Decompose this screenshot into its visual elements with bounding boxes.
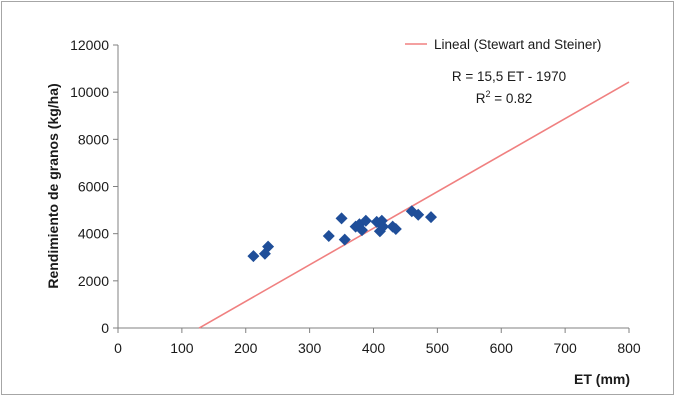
y-axis-title: Rendimiento de granos (kg/ha) (45, 83, 61, 288)
x-tick-label: 200 (234, 340, 258, 356)
equation-annotation: R = 15,5 ET - 1970 (452, 69, 566, 84)
y-tick-label: 10000 (70, 84, 109, 100)
data-point (338, 233, 351, 246)
r2-superscript: 2 (486, 89, 491, 99)
x-tick-label: 700 (553, 340, 577, 356)
axes (113, 44, 630, 333)
chart-frame: 0 2000 4000 6000 8000 10000 12000 0 100 200 300 400… (1, 1, 674, 395)
data-point (359, 214, 372, 227)
data-point (377, 220, 390, 233)
data-point (412, 208, 425, 221)
y-tick-label: 12000 (70, 37, 109, 53)
x-tick-label: 600 (490, 340, 514, 356)
data-point (322, 230, 335, 243)
y-tick-label: 8000 (78, 131, 109, 147)
r-squared-annotation: R2 = 0.82 (476, 89, 532, 106)
data-point (335, 212, 348, 225)
x-tick-label: 800 (617, 340, 641, 356)
r2-suffix: = 0.82 (491, 91, 533, 106)
data-points (247, 205, 437, 263)
legend: Lineal (Stewart and Steiner) (405, 37, 601, 52)
x-tick-label: 400 (362, 340, 386, 356)
y-tick-label: 2000 (78, 273, 109, 289)
y-tick-label: 4000 (78, 226, 109, 242)
x-axis-title: ET (mm) (574, 371, 630, 387)
data-point (389, 222, 402, 235)
data-point (424, 211, 437, 224)
trend-line-layer (198, 81, 630, 329)
tick-labels: 0 2000 4000 6000 8000 10000 12000 0 100 200 300 400… (70, 37, 641, 356)
scatter-chart: 0 2000 4000 6000 8000 10000 12000 0 100 200 300 400… (45, 37, 641, 387)
x-tick-label: 0 (114, 340, 122, 356)
data-point (262, 240, 275, 253)
x-tick-label: 100 (170, 340, 194, 356)
trend-line (198, 81, 630, 329)
y-tick-label: 0 (101, 320, 109, 336)
x-tick-label: 300 (298, 340, 322, 356)
data-point (247, 250, 260, 263)
data-point (356, 224, 369, 237)
r2-prefix: R (476, 91, 486, 106)
legend-label: Lineal (Stewart and Steiner) (434, 37, 601, 52)
y-tick-label: 6000 (78, 179, 109, 195)
x-tick-label: 500 (426, 340, 450, 356)
